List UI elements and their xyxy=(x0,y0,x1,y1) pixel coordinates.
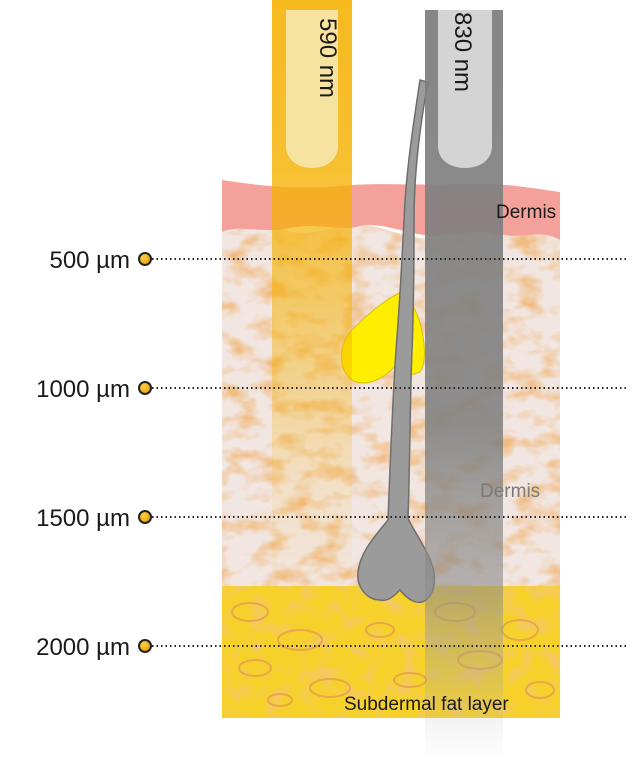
fat-layer xyxy=(222,586,560,718)
fat-layer-label: Subdermal fat layer xyxy=(344,694,509,715)
depth-marker-1500: 1500 µm xyxy=(36,505,628,532)
beam-590nm: 590 nm xyxy=(272,0,352,600)
beam-830nm: 830 nm xyxy=(425,10,503,762)
depth-marker-1000: 1000 µm xyxy=(36,376,628,403)
beam-830nm-label: 830 nm xyxy=(449,12,476,92)
depth-label-500: 500 µm xyxy=(49,247,130,274)
hair-follicle xyxy=(357,79,436,604)
depth-marker-2000: 2000 µm xyxy=(36,634,628,661)
depth-label-1500: 1500 µm xyxy=(36,505,130,532)
depth-dot-1000 xyxy=(138,381,152,395)
depth-marker-500: 500 µm xyxy=(49,247,628,274)
beam-590nm-label: 590 nm xyxy=(314,18,341,98)
depth-dot-2000 xyxy=(138,639,152,653)
beam-590nm-cap xyxy=(286,10,338,168)
depth-dot-1500 xyxy=(138,510,152,524)
depth-dot-500 xyxy=(138,252,152,266)
depth-label-2000: 2000 µm xyxy=(36,634,130,661)
beam-830nm-cap xyxy=(438,10,492,168)
dermis-label: Dermis xyxy=(480,481,540,502)
epidermis-label: Dermis xyxy=(496,202,556,223)
depth-label-1000: 1000 µm xyxy=(36,376,130,403)
